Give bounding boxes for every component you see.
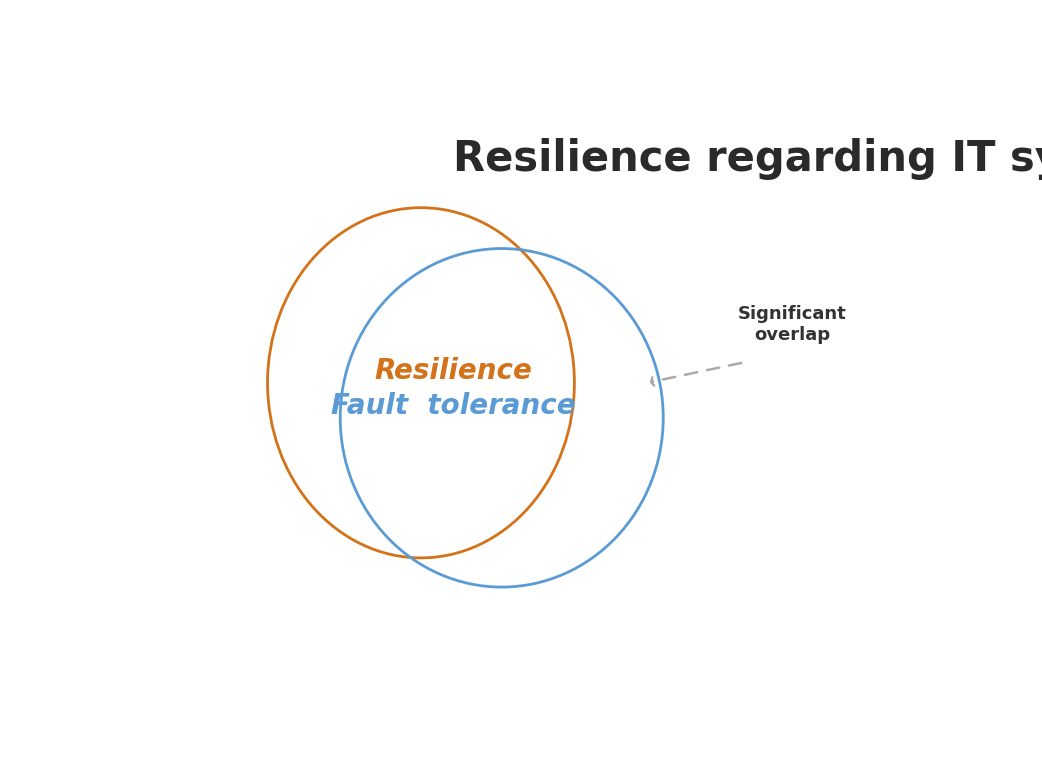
Text: Resilience: Resilience xyxy=(374,357,532,385)
Text: Resilience regarding IT systems: Resilience regarding IT systems xyxy=(453,138,1042,180)
Text: Significant
overlap: Significant overlap xyxy=(738,305,847,344)
Text: Fault  tolerance: Fault tolerance xyxy=(331,392,575,420)
